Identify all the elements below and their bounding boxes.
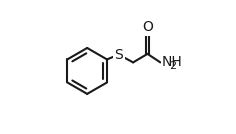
Text: S: S	[114, 48, 123, 62]
Text: O: O	[142, 20, 153, 34]
Text: 2: 2	[169, 61, 177, 71]
Text: NH: NH	[162, 55, 183, 69]
